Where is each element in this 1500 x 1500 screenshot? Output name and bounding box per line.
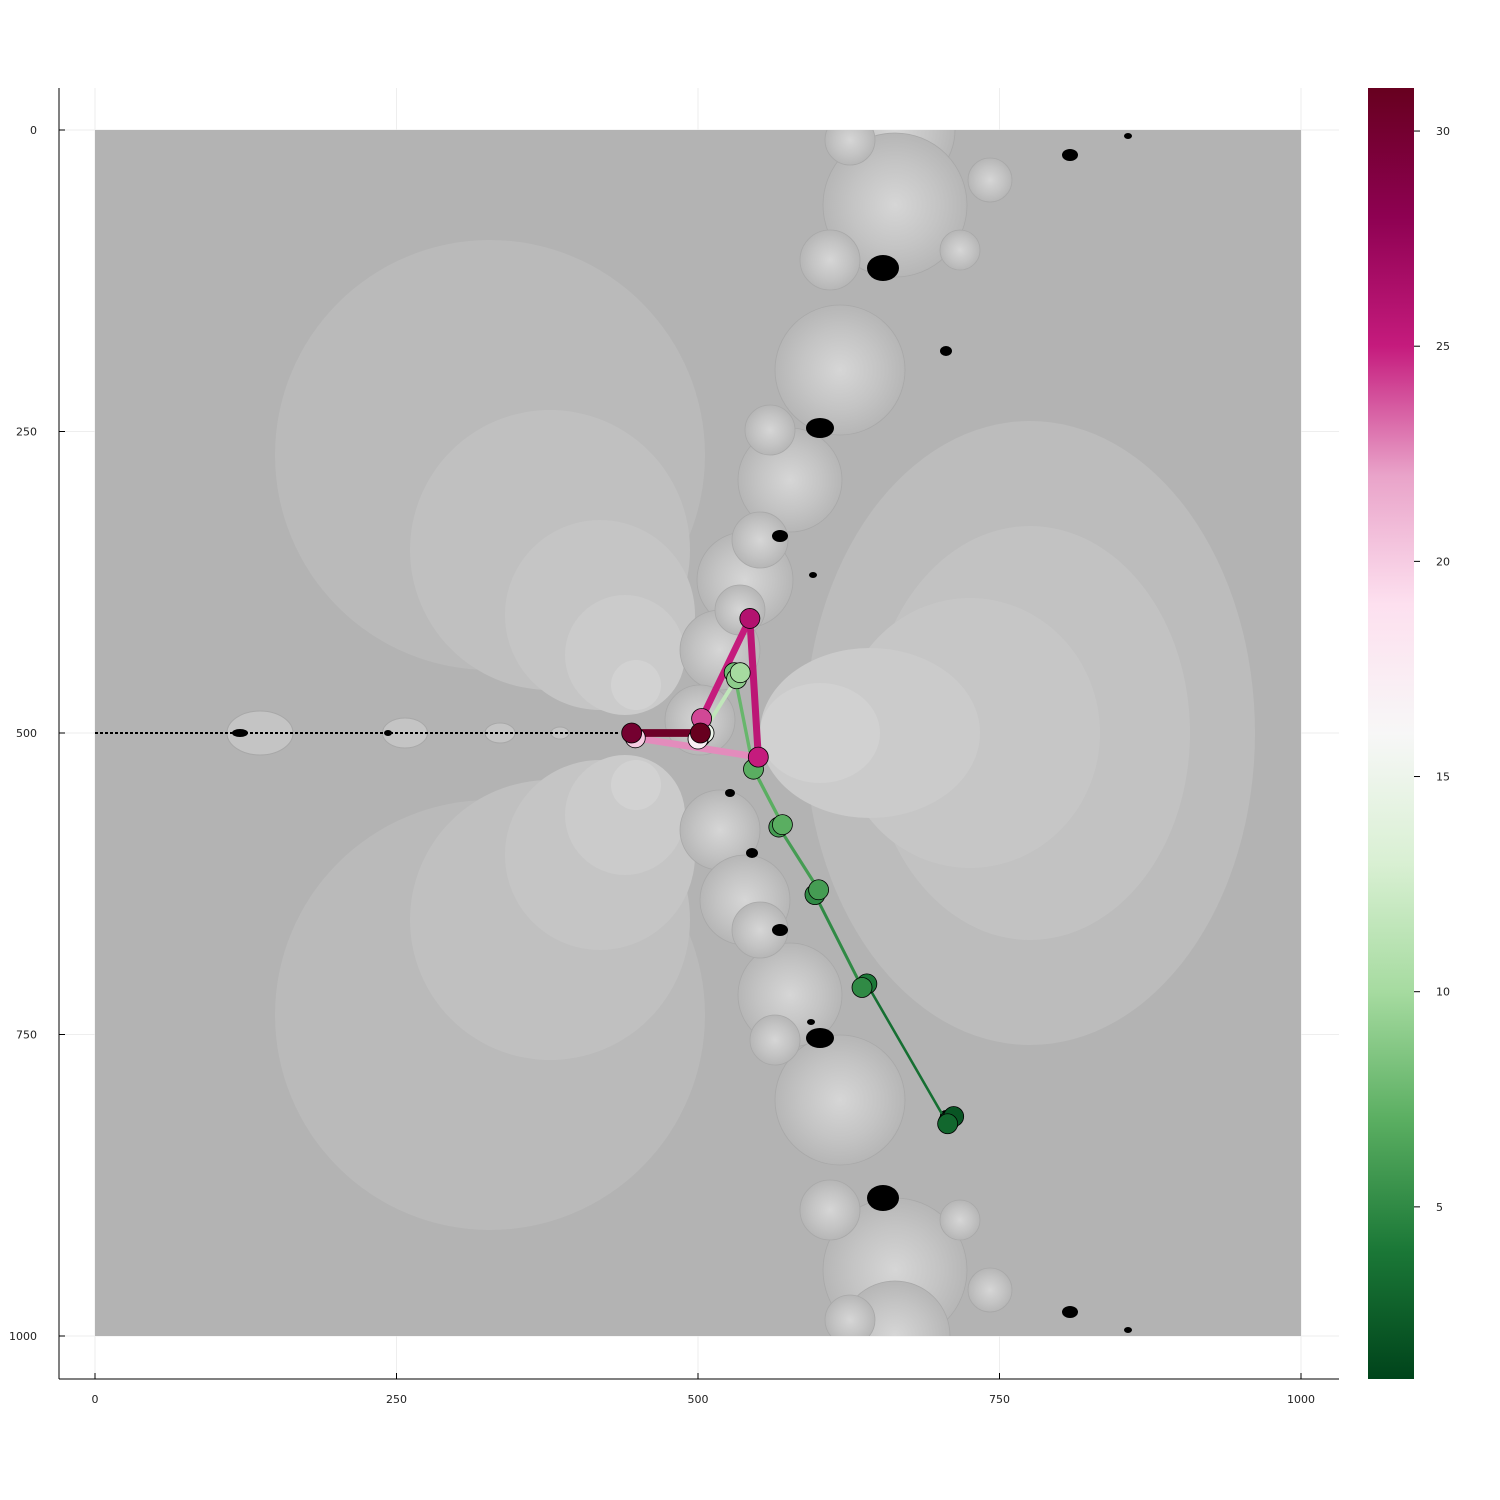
heatmap-lobe: [760, 683, 880, 783]
colorbar-tick-label: 10: [1436, 986, 1450, 999]
colorbar-tick-label: 20: [1436, 555, 1450, 568]
trajectory-layer: [621, 608, 965, 1135]
colorbar-tick-label: 30: [1436, 125, 1450, 138]
fractal-dark-region: [1062, 149, 1078, 161]
x-axis-ticks: 0 250 500 750 1000: [92, 1373, 1315, 1406]
heatmap-lobe: [611, 660, 661, 710]
fractal-dark-region: [772, 530, 788, 542]
trajectory-point: [690, 722, 711, 744]
trajectory-segment: [746, 614, 762, 761]
y-axis-ticks: 0 250 500 750 1000: [9, 124, 65, 1343]
y-tick-label: 750: [16, 1029, 37, 1042]
fractal-bulb: [731, 511, 789, 569]
fractal-bulb: [822, 132, 968, 278]
fractal-bulb: [799, 1179, 861, 1241]
y-tick-label: 0: [30, 124, 37, 137]
trajectory-segment: [813, 893, 864, 989]
trajectory-point: [772, 814, 793, 836]
fractal-bulb: [939, 229, 981, 271]
fractal-bulb: [714, 584, 766, 636]
heatmap-lobe: [611, 760, 661, 810]
trajectory-segment: [751, 767, 785, 827]
fractal-bulb: [799, 229, 861, 291]
trajectory-point: [808, 879, 829, 901]
trajectory-point: [937, 1113, 959, 1135]
colorbar-tick-label: 5: [1436, 1201, 1443, 1214]
fractal-bulb: [967, 157, 1013, 203]
fractal-dark-region: [867, 1185, 899, 1211]
fractal-dark-region: [806, 418, 834, 438]
y-tick-label: 500: [16, 727, 37, 740]
colorbar-tick-label: 25: [1436, 340, 1450, 353]
fractal-dark-region: [725, 789, 735, 797]
fractal-bulb: [939, 1199, 981, 1241]
fractal-dark-region: [940, 346, 952, 356]
fractal-bulb: [774, 304, 906, 436]
x-tick-label: 0: [92, 1393, 99, 1406]
fractal-dark-region: [1124, 133, 1132, 139]
x-tick-label: 250: [386, 1393, 407, 1406]
colorbar-ticks: 5 10 15 20 25 30: [1414, 125, 1450, 1214]
fractal-bulb: [824, 130, 876, 166]
fractal-bulb: [744, 404, 796, 456]
fractal-bulb: [824, 1294, 876, 1336]
fractal-dark-region: [809, 572, 817, 578]
colorbar: [1368, 88, 1414, 1379]
trajectory-segment: [777, 825, 821, 892]
fractal-dark-region: [746, 848, 758, 858]
y-tick-label: 250: [16, 426, 37, 439]
trajectory-point: [747, 746, 769, 768]
x-tick-label: 1000: [1287, 1393, 1315, 1406]
trajectory-point: [851, 977, 873, 998]
trajectory-segment: [865, 982, 949, 1126]
x-tick-label: 750: [989, 1393, 1010, 1406]
fractal-dark-region: [806, 1028, 834, 1048]
y-tick-label: 1000: [9, 1330, 37, 1343]
fractal-heatmap: [95, 130, 1301, 1336]
fractal-dark-region: [867, 255, 899, 281]
fractal-dark-region: [772, 924, 788, 936]
fractal-bulb: [749, 1014, 801, 1066]
trajectory-point: [729, 662, 751, 684]
x-tick-label: 500: [688, 1393, 709, 1406]
fractal-dark-region: [1062, 1306, 1078, 1318]
fractal-dark-region: [384, 730, 392, 736]
fractal-dark-region: [232, 729, 248, 737]
trajectory-point: [739, 608, 761, 629]
trajectory-point: [621, 722, 643, 744]
fractal-dark-region: [807, 1019, 815, 1025]
fractal-bulb: [774, 1034, 906, 1166]
fractal-dark-region: [1124, 1327, 1132, 1333]
fractal-bulb: [967, 1267, 1013, 1313]
colorbar-tick-label: 15: [1436, 771, 1450, 784]
